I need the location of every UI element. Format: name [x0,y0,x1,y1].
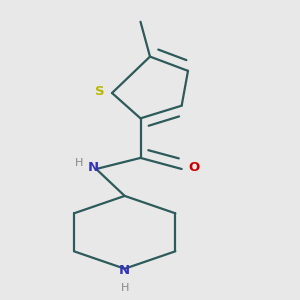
Text: H: H [75,158,83,168]
Text: S: S [94,85,104,98]
Text: N: N [119,264,130,277]
Text: O: O [188,161,199,174]
Text: N: N [87,161,99,174]
Text: H: H [121,283,129,293]
